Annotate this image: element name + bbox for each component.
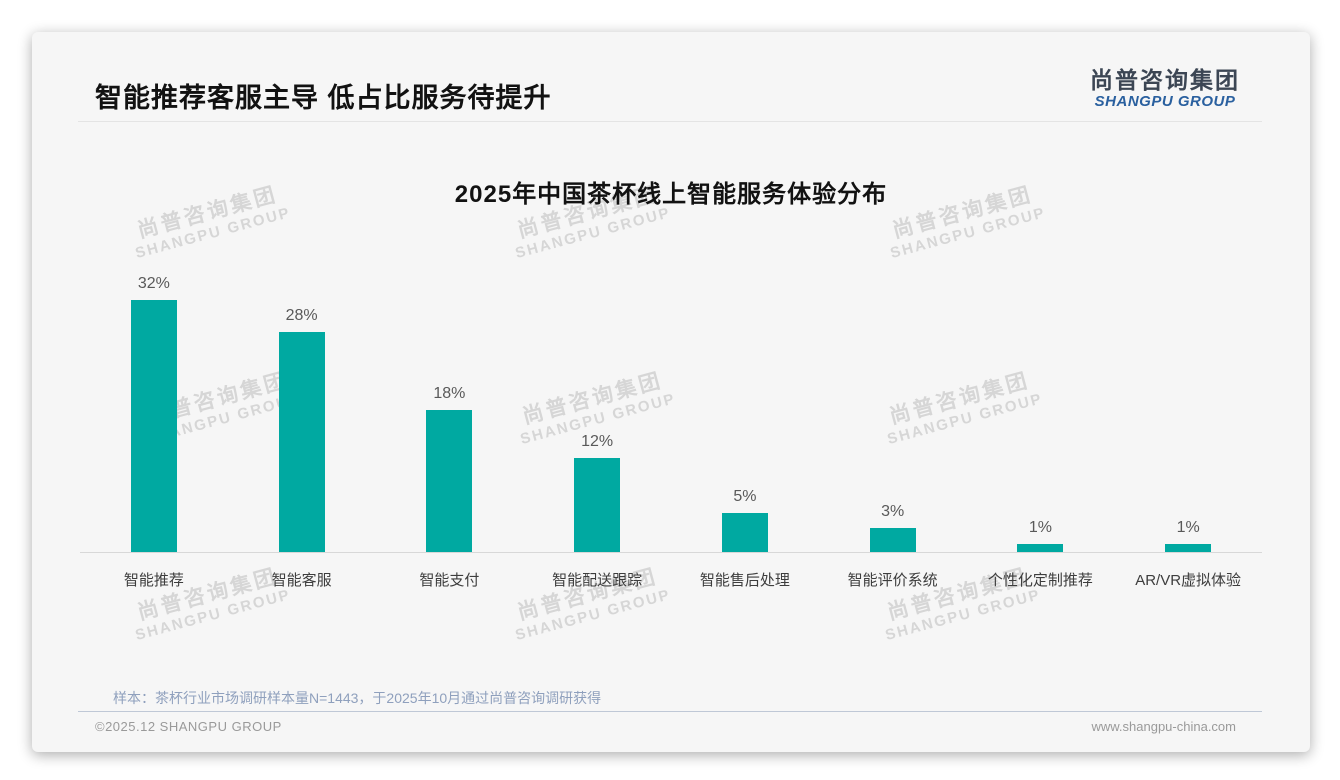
page-title: 智能推荐客服主导 低占比服务待提升 <box>95 83 552 113</box>
bar <box>1017 544 1064 552</box>
copyright-text: ©2025.12 SHANGPU GROUP <box>95 719 282 734</box>
footer-divider <box>78 711 1262 712</box>
bar <box>130 300 177 552</box>
bar-column: 32% <box>80 275 228 552</box>
logo-chinese-text: 尚普咨询集团 <box>1090 67 1240 93</box>
category-label: 智能售后处理 <box>699 572 790 589</box>
logo-english-text: SHANGPU GROUP <box>1094 93 1236 111</box>
bar <box>278 331 325 552</box>
chart-title: 2025年中国茶杯线上智能服务体验分布 <box>454 181 888 208</box>
bar <box>1165 544 1212 552</box>
bar <box>426 410 473 552</box>
bar-column: 12% <box>523 432 671 552</box>
categories-row: 智能推荐 智能客服 智能支付 智能配送跟踪 智能售后处理 智能评价系统 个性化定制推荐 AR/… <box>80 569 1262 590</box>
company-logo: 尚普咨询集团 SHANGPU GROUP <box>1090 67 1240 111</box>
bar-value-label: 3% <box>881 503 905 521</box>
bar <box>574 457 621 552</box>
bar-column: 18% <box>376 385 524 552</box>
website-url: www.shangpu-china.com <box>1091 719 1236 734</box>
category-label: 智能配送跟踪 <box>552 572 643 589</box>
bar-value-label: 5% <box>733 487 757 505</box>
bar-value-label: 28% <box>285 306 318 324</box>
bar-value-label: 12% <box>581 432 614 450</box>
slide-card: 智能推荐客服主导 低占比服务待提升 尚普咨询集团 SHANGPU GROUP 尚… <box>32 32 1310 752</box>
bar-value-label: 32% <box>137 275 170 292</box>
category-label: 智能推荐 <box>123 572 184 589</box>
bar-value-label: 1% <box>1176 519 1200 537</box>
bars-row: 32% 28% 18% 12% 5% 3% 1% 1% <box>80 268 1262 552</box>
bar-column: 28% <box>228 306 376 552</box>
category-label: 个性化定制推荐 <box>987 572 1093 589</box>
category-label: 智能评价系统 <box>847 572 938 589</box>
bar-value-label: 18% <box>433 385 466 403</box>
bar-column: 1% <box>967 519 1115 552</box>
bar-column: 1% <box>1114 519 1262 552</box>
bar <box>869 528 916 552</box>
category-label: AR/VR虚拟体验 <box>1135 572 1242 589</box>
bar-value-label: 1% <box>1028 519 1052 537</box>
bar <box>721 512 768 552</box>
category-label: 智能客服 <box>271 572 332 589</box>
category-label: 智能支付 <box>419 572 480 589</box>
bar-column: 5% <box>671 488 819 552</box>
x-axis-line <box>80 552 1262 553</box>
bar-column: 3% <box>819 503 967 552</box>
sample-note: 样本：茶杯行业市场调研样本量N=1443，于2025年10月通过尚普咨询调研获得 <box>113 690 602 706</box>
header-divider <box>78 121 1262 122</box>
